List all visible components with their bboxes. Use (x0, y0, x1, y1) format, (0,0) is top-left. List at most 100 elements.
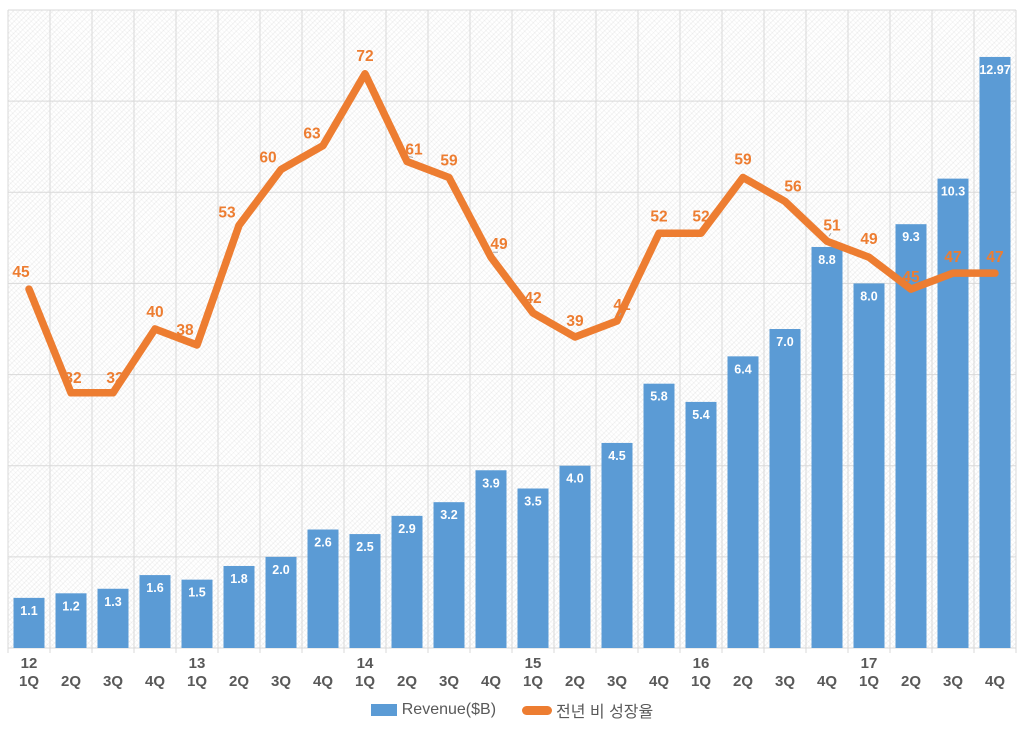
growth-point-label: 47 (944, 249, 961, 266)
revenue-bars-group (13, 56, 1011, 648)
growth-point-label: 38 (176, 322, 194, 339)
bar-value-label: 2.5 (356, 540, 373, 554)
growth-point-label: 52 (650, 208, 667, 225)
legend-item-revenue: Revenue($B) (370, 701, 497, 719)
revenue-bar (979, 56, 1011, 648)
growth-point-label: 49 (860, 231, 878, 248)
revenue-bar (55, 593, 87, 648)
x-axis-quarter-label: 2Q (228, 673, 249, 690)
chart-legend: Revenue($B) 전년 비 성장율 (0, 698, 1024, 722)
revenue-bar (685, 401, 717, 648)
growth-line-swatch-icon (522, 705, 553, 715)
revenue-bar (601, 442, 633, 648)
bar-value-label: 1.8 (230, 572, 247, 586)
x-axis-quarter-label: 4Q (312, 673, 333, 690)
revenue-bar (13, 597, 45, 648)
x-axis-quarter-label: 1Q (18, 673, 39, 690)
growth-line (25, 70, 999, 397)
bar-value-labels-group: 1.1 1.2 1.3 1.6 1.5 1.8 2.0 2.6 2.5 2.9 3.2 3.9 3.5 4… (20, 63, 1010, 618)
growth-point-label: 63 (303, 126, 321, 143)
x-axis-quarter-label: 3Q (102, 673, 123, 690)
bar-value-label: 3.9 (482, 476, 499, 490)
legend-label-revenue: Revenue($B) (401, 701, 497, 718)
x-axis-year-label: 17 (860, 655, 878, 672)
growth-point-label: 72 (356, 48, 373, 65)
x-axis-quarter-label: 2Q (732, 673, 753, 690)
revenue-bar (727, 356, 759, 648)
bar-value-label: 9.3 (902, 230, 919, 244)
x-axis-quarter-label: 1Q (186, 673, 207, 690)
bar-value-label: 1.3 (104, 595, 121, 609)
bar-value-label: 1.5 (188, 586, 205, 600)
revenue-bar (433, 502, 465, 648)
growth-point-label: 41 (613, 297, 631, 314)
bar-value-label: 3.2 (440, 508, 457, 522)
growth-point-label: 60 (259, 150, 276, 167)
growth-point-label: 32 (64, 370, 81, 387)
bar-value-label: 8.8 (818, 253, 835, 267)
label-leader-line (408, 156, 414, 159)
growth-point-label: 32 (106, 370, 123, 387)
x-axis-quarter-label: 1Q (522, 673, 543, 690)
growth-point-label: 39 (566, 313, 584, 330)
revenue-bar (307, 529, 339, 648)
bar-value-label: 4.0 (566, 472, 583, 486)
legend-item-growth: 전년 비 성장율 (522, 698, 653, 722)
x-axis-quarter-label: 3Q (942, 673, 963, 690)
x-axis-quarter-label: 4Q (816, 673, 837, 690)
growth-point-label: 56 (784, 178, 802, 195)
revenue-bar (97, 588, 129, 648)
x-axis-quarter-label: 2Q (60, 673, 81, 690)
revenue-bar (937, 178, 969, 648)
x-axis-quarter-label: 3Q (438, 673, 459, 690)
revenue-bar (769, 329, 801, 648)
x-axis-quarter-label: 3Q (774, 673, 795, 690)
chart-canvas: 1.1 1.2 1.3 1.6 1.5 1.8 2.0 2.6 2.5 2.9 3.2 3.9 3.5 4… (7, 9, 1017, 653)
x-axis-quarter-label: 1Q (690, 673, 711, 690)
revenue-bar (265, 556, 297, 648)
revenue-bar-swatch-icon (370, 704, 397, 716)
revenue-bar (475, 470, 507, 648)
bar-value-label: 5.4 (692, 408, 709, 422)
revenue-bar (391, 515, 423, 648)
revenue-bar (139, 575, 171, 648)
revenue-bar (895, 224, 927, 648)
x-axis-quarter-label: 2Q (396, 673, 417, 690)
growth-value-labels-group: 45 32 32 40 38 53 60 63 72 61 59 49 42 39 41 52 52 59 56 51… (12, 48, 1003, 387)
x-axis-quarter-label: 4Q (144, 673, 165, 690)
revenue-bar (181, 579, 213, 648)
revenue-bar (349, 534, 381, 648)
growth-point-label: 61 (405, 142, 423, 159)
bar-value-label: 10.3 (941, 185, 965, 199)
bar-value-label: 1.1 (20, 604, 37, 618)
x-axis-quarter-label: 4Q (984, 673, 1005, 690)
growth-point-label: 47 (986, 249, 1003, 266)
x-axis-quarter-label: 4Q (648, 673, 669, 690)
x-axis-year-label: 12 (20, 655, 38, 672)
bar-value-label: 5.8 (650, 390, 667, 404)
growth-point-label: 49 (490, 236, 508, 253)
bar-value-label: 7.0 (776, 335, 793, 349)
revenue-bar (517, 488, 549, 648)
revenue-bar (223, 565, 255, 648)
bar-value-label: 1.6 (146, 581, 163, 595)
growth-point-label: 53 (218, 204, 236, 221)
revenue-bar (559, 465, 591, 648)
bar-value-label: 12.97 (979, 63, 1010, 77)
growth-point-label: 45 (12, 264, 30, 281)
revenue-bar (811, 246, 843, 648)
x-axis-quarter-label: 4Q (480, 673, 501, 690)
bar-value-label: 3.5 (524, 495, 541, 509)
x-axis-quarter-label: 1Q (858, 673, 879, 690)
label-leader-line (618, 312, 622, 317)
x-axis-quarter-label: 1Q (354, 673, 375, 690)
x-axis-year-label: 14 (356, 655, 374, 672)
bar-value-label: 2.0 (272, 563, 289, 577)
legend-label-growth: 전년 비 성장율 (556, 704, 654, 721)
x-axis-quarter-label: 2Q (564, 673, 585, 690)
x-axis-quarter-label: 3Q (606, 673, 627, 690)
axis-ticks-group (7, 648, 1017, 653)
x-axis-year-label: 16 (692, 655, 710, 672)
bar-value-label: 2.9 (398, 522, 415, 536)
growth-line-group (25, 70, 999, 397)
